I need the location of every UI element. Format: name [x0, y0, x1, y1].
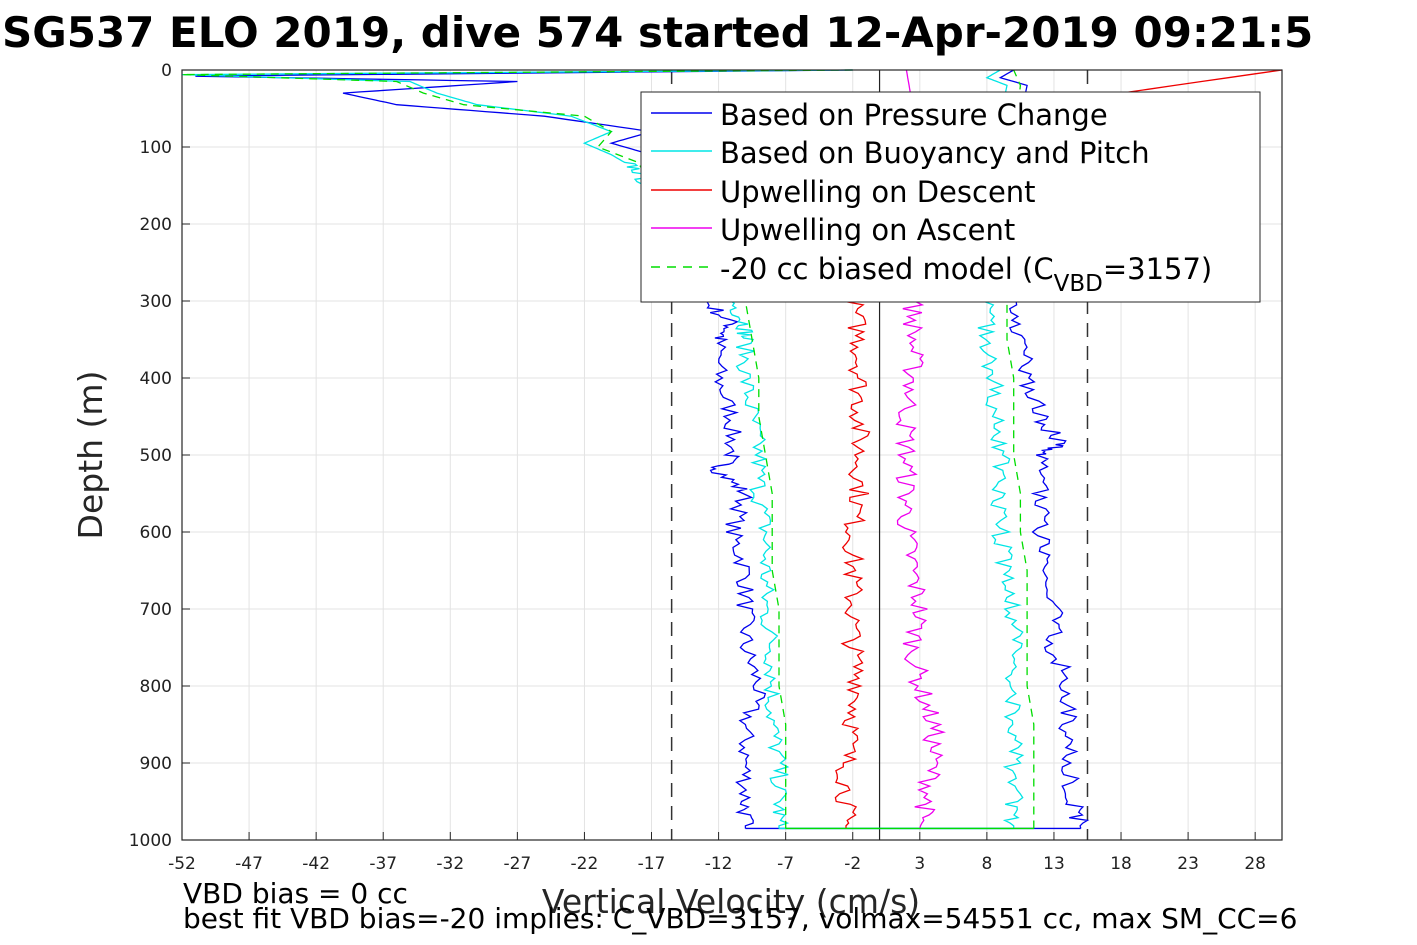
footer-note-2: best fit VBD bias=-20 implies: C_VBD=315… [183, 902, 1297, 935]
y-tick-label: 1000 [129, 831, 172, 851]
chart-title: SG537 ELO 2019, dive 574 started 12-Apr-… [2, 8, 1313, 57]
y-tick-label: 100 [140, 138, 172, 158]
y-tick-label: 0 [161, 61, 172, 81]
y-axis-ticks: 0 100 200 300 400 500 600 700 800 900 1000 [129, 61, 190, 851]
based-on-pressure-change-descent-line [195, 69, 853, 829]
x-tick-label: -2 [844, 854, 861, 874]
x-tick-label: -12 [705, 854, 733, 874]
x-tick-label: 23 [1177, 854, 1199, 874]
y-tick-label: 400 [140, 369, 172, 389]
x-tick-label: 3 [914, 854, 925, 874]
x-tick-label: -37 [369, 854, 397, 874]
x-tick-label: -17 [638, 854, 666, 874]
x-tick-label: 18 [1110, 854, 1132, 874]
legend-label: Based on Pressure Change [720, 98, 1108, 132]
x-axis-label: Vertical Velocity (cm/s) [542, 882, 920, 921]
based-on-buoyancy-and-pitch-descent-line [181, 69, 853, 829]
legend-label: -20 cc biased model (CVBD=3157) [720, 252, 1212, 297]
legend-label: Upwelling on Descent [720, 175, 1036, 209]
y-tick-label: 500 [140, 446, 172, 466]
x-tick-label: 13 [1043, 854, 1065, 874]
legend-label: Upwelling on Ascent [720, 213, 1015, 247]
y-tick-label: 300 [140, 292, 172, 312]
y-tick-label: 900 [140, 754, 172, 774]
y-tick-label: 800 [140, 677, 172, 697]
footer-note-1: VBD bias = 0 cc [183, 877, 408, 910]
y-tick-label: 700 [140, 600, 172, 620]
y-tick-label: 200 [140, 215, 172, 235]
x-tick-label: -32 [436, 854, 464, 874]
x-tick-label: 28 [1244, 854, 1266, 874]
x-tick-label: -27 [503, 854, 531, 874]
x-tick-label: -52 [168, 854, 196, 874]
x-axis-ticks: -52 -47 -42 -37 -32 -27 -22 -17 -12 -7 -2 3 8 13 18 23 2… [168, 832, 1266, 874]
legend: Based on Pressure Change Based on Buoyanc… [640, 91, 1261, 303]
x-tick-label: -42 [302, 854, 330, 874]
legend-label: Based on Buoyancy and Pitch [720, 136, 1150, 170]
data-series [181, 69, 1283, 830]
y-axis-label: Depth (m) [71, 371, 110, 540]
x-tick-label: -47 [235, 854, 263, 874]
x-tick-label: -7 [777, 854, 794, 874]
x-tick-label: 8 [981, 854, 992, 874]
legend-box [640, 91, 1261, 303]
20-cc-biased-model-c-vbd-3157-descent-line [181, 69, 853, 829]
x-tick-label: -22 [571, 854, 599, 874]
y-tick-label: 600 [140, 523, 172, 543]
